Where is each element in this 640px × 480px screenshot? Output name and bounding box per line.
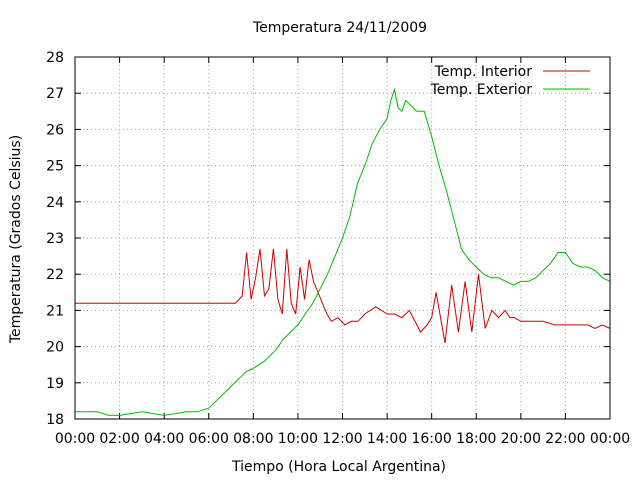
y-tick-label: 23	[46, 231, 64, 247]
y-tick-label: 25	[46, 159, 64, 175]
y-axis-label: Temperatura (Grados Celsius)	[8, 135, 24, 344]
y-tick-label: 28	[46, 50, 64, 66]
y-tick-label: 26	[46, 122, 64, 138]
legend: Temp. Interior Temp. Exterior	[430, 64, 590, 98]
x-tick-label: 14:00	[367, 431, 407, 447]
x-tick-label: 10:00	[278, 431, 318, 447]
legend-label-temp-exterior: Temp. Exterior	[430, 82, 533, 98]
series-line-temp-exterior	[75, 87, 611, 416]
series-lines	[75, 87, 611, 416]
x-tick-label: 06:00	[189, 431, 229, 447]
x-tick-label: 02:00	[99, 431, 139, 447]
x-tick-label: 08:00	[233, 431, 273, 447]
legend-label-temp-interior: Temp. Interior	[434, 64, 533, 80]
x-tick-label: 12:00	[322, 431, 362, 447]
y-tick-label: 24	[46, 195, 64, 211]
x-tick-label: 18:00	[456, 431, 496, 447]
plot-frame	[74, 56, 611, 420]
y-tick-label: 19	[46, 376, 64, 392]
y-tick-label: 18	[46, 412, 64, 428]
y-tick-label: 21	[46, 303, 64, 319]
y-tick-label: 27	[46, 86, 64, 102]
x-tick-label: 16:00	[411, 431, 451, 447]
y-tick-label: 22	[46, 267, 64, 283]
x-tick-label: 04:00	[144, 431, 184, 447]
x-tick-label: 22:00	[545, 431, 585, 447]
chart-title: Temperatura 24/11/2009	[252, 20, 427, 36]
x-axis-label: Tiempo (Hora Local Argentina)	[231, 459, 446, 475]
x-tick-label: 00:00	[55, 431, 95, 447]
series-line-temp-interior	[75, 248, 611, 344]
x-tick-label: 20:00	[501, 431, 541, 447]
axes: 00:00 02:00 04:00 06:00 08:00 10:00 12:00 14:00…	[46, 50, 630, 447]
y-tick-label: 20	[46, 340, 64, 356]
x-tick-label: 00:00	[590, 431, 630, 447]
